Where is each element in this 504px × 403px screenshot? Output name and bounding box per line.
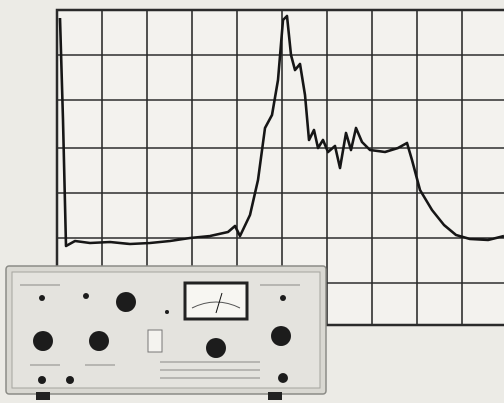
foot: [268, 392, 282, 400]
trace: [58, 14, 504, 248]
switch: [66, 376, 74, 384]
switch: [83, 293, 89, 299]
switch: [38, 376, 46, 384]
knob: [116, 292, 136, 312]
meter-needle: [215, 292, 223, 314]
button: [147, 329, 163, 353]
switch: [39, 295, 45, 301]
switch: [278, 373, 288, 383]
indicator: [165, 310, 169, 314]
switch: [280, 295, 286, 301]
knob: [271, 326, 291, 346]
instrument: [5, 265, 327, 400]
foot: [36, 392, 50, 400]
panel-face: [11, 271, 321, 389]
knob: [33, 331, 53, 351]
knob: [206, 338, 226, 358]
meter-scale: [191, 301, 241, 309]
panel-markings: [20, 284, 300, 379]
knob: [89, 331, 109, 351]
knobs: [33, 292, 291, 384]
vertical-grid: [101, 10, 463, 325]
meter: [183, 281, 249, 321]
